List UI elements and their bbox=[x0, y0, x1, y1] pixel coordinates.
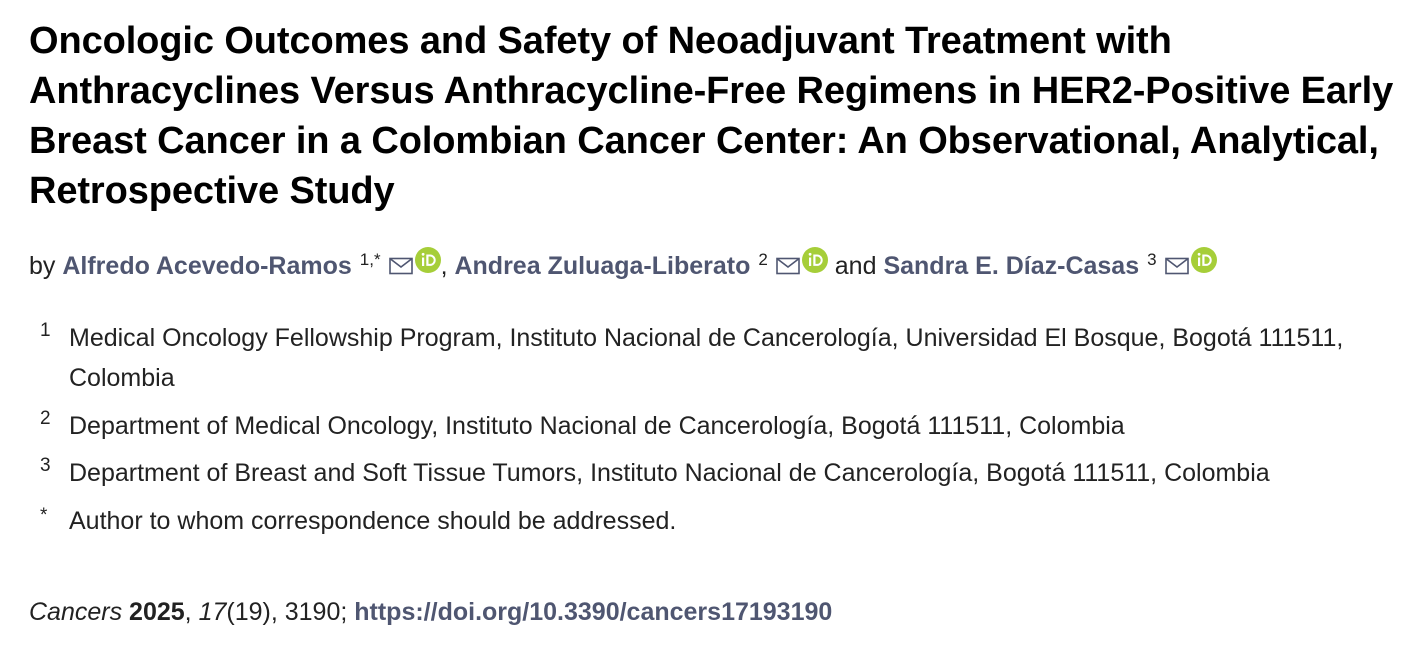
orcid-icon[interactable] bbox=[414, 245, 441, 285]
author-affiliation-sup: 2 bbox=[758, 250, 768, 269]
affiliation-text: Medical Oncology Fellowship Program, Ins… bbox=[69, 324, 1344, 392]
affiliation-number: 2 bbox=[40, 408, 51, 429]
affiliation-text: Department of Medical Oncology, Institut… bbox=[69, 412, 1125, 440]
doi-link[interactable]: https://doi.org/10.3390/cancers17193190 bbox=[354, 598, 833, 626]
correspondence-mark: * bbox=[40, 505, 48, 526]
article-title: Oncologic Outcomes and Safety of Neoadju… bbox=[29, 20, 1394, 212]
author-separator: , bbox=[440, 252, 448, 280]
by-label: by bbox=[29, 252, 56, 280]
author-list: by Alfredo Acevedo-Ramos 1,*, Andrea Zulu… bbox=[29, 240, 1409, 287]
author-link-acevedo-ramos[interactable]: Alfredo Acevedo-Ramos bbox=[62, 252, 352, 280]
orcid-icon[interactable] bbox=[1190, 245, 1217, 285]
citation-year: 2025 bbox=[129, 598, 185, 626]
mail-icon[interactable] bbox=[388, 247, 413, 287]
author-link-diaz-casas[interactable]: Sandra E. Díaz-Casas bbox=[883, 252, 1140, 280]
citation: Cancers 2025, 17(19), 3190; https://doi.… bbox=[29, 598, 833, 626]
affiliation-number: 1 bbox=[40, 320, 51, 341]
citation-issue-pages: (19), 3190; bbox=[226, 598, 348, 626]
mail-icon[interactable] bbox=[1164, 247, 1189, 287]
mail-icon[interactable] bbox=[776, 247, 800, 287]
citation-volume: 17 bbox=[198, 598, 227, 626]
orcid-icon[interactable] bbox=[801, 245, 828, 285]
author-link-zuluaga-liberato[interactable]: Andrea Zuluaga-Liberato bbox=[454, 252, 751, 280]
author-and: and bbox=[834, 252, 877, 280]
author-affiliation-sup: 1,* bbox=[359, 250, 381, 269]
affiliation-text: Department of Breast and Soft Tissue Tum… bbox=[69, 459, 1270, 487]
affiliation-number: 3 bbox=[40, 455, 51, 476]
journal-name: Cancers bbox=[29, 598, 123, 626]
correspondence-note: Author to whom correspondence should be … bbox=[69, 507, 677, 535]
author-affiliation-sup: 3 bbox=[1147, 250, 1157, 269]
